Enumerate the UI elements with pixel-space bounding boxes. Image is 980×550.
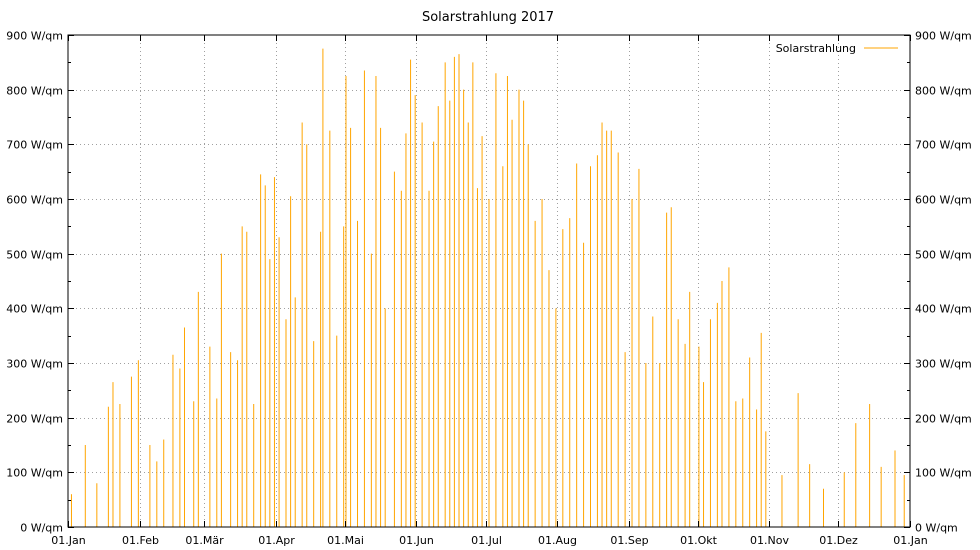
y-tick-label-left: 400 W/qm bbox=[6, 303, 63, 316]
y-tick-label-left: 100 W/qm bbox=[6, 467, 63, 480]
y-axis-right-labels: 0 W/qm 100 W/qm 200 W/qm 300 W/qm 400 W/qm 50… bbox=[915, 30, 972, 535]
x-tick-label: 01.Sep bbox=[610, 534, 648, 547]
x-tick-label: 01.Jan bbox=[893, 534, 927, 547]
y-tick-label-left: 300 W/qm bbox=[6, 358, 63, 371]
y-tick-label-right: 200 W/qm bbox=[915, 413, 972, 426]
x-axis-labels: 01.Jan 01.Feb 01.Mär 01.Apr 01.Mai 01.Jun 01.J… bbox=[51, 534, 927, 547]
y-tick-label-left: 200 W/qm bbox=[6, 413, 63, 426]
x-tick-label: 01.Dez bbox=[819, 534, 858, 547]
y-tick-label-right: 100 W/qm bbox=[915, 467, 972, 480]
y-tick-label-right: 300 W/qm bbox=[915, 358, 972, 371]
y-tick-label-left: 0 W/qm bbox=[20, 522, 63, 535]
x-tick-label: 01.Mai bbox=[327, 534, 364, 547]
y-axis-left-labels: 0 W/qm 100 W/qm 200 W/qm 300 W/qm 400 W/qm 50… bbox=[6, 30, 63, 535]
y-tick-label-right: 500 W/qm bbox=[915, 249, 972, 262]
y-tick-label-right: 0 W/qm bbox=[915, 522, 958, 535]
chart-title: Solarstrahlung 2017 bbox=[422, 10, 554, 25]
legend-label: Solarstrahlung bbox=[776, 42, 856, 55]
y-tick-label-right: 700 W/qm bbox=[915, 139, 972, 152]
x-tick-label: 01.Okt bbox=[680, 534, 718, 547]
x-tick-label: 01.Mär bbox=[185, 534, 224, 547]
y-tick-label-left: 700 W/qm bbox=[6, 139, 63, 152]
x-tick-label: 01.Nov bbox=[750, 534, 789, 547]
x-tick-label: 01.Jul bbox=[471, 534, 502, 547]
x-tick-label: 01.Apr bbox=[258, 534, 295, 547]
y-tick-label-right: 600 W/qm bbox=[915, 194, 972, 207]
axis-ticks bbox=[68, 35, 911, 528]
y-tick-label-right: 800 W/qm bbox=[915, 85, 972, 98]
x-tick-label: 01.Jan bbox=[51, 534, 85, 547]
y-tick-label-left: 600 W/qm bbox=[6, 194, 63, 207]
x-tick-label: 01.Feb bbox=[122, 534, 159, 547]
x-tick-label: 01.Aug bbox=[538, 534, 577, 547]
y-tick-label-left: 900 W/qm bbox=[6, 30, 63, 43]
y-tick-label-right: 400 W/qm bbox=[915, 303, 972, 316]
legend: Solarstrahlung bbox=[776, 42, 898, 55]
y-tick-label-left: 800 W/qm bbox=[6, 85, 63, 98]
data-series-solarstrahlung bbox=[70, 48, 905, 527]
x-tick-label: 01.Jun bbox=[399, 534, 434, 547]
y-tick-label-left: 500 W/qm bbox=[6, 249, 63, 262]
y-tick-label-right: 900 W/qm bbox=[915, 30, 972, 43]
